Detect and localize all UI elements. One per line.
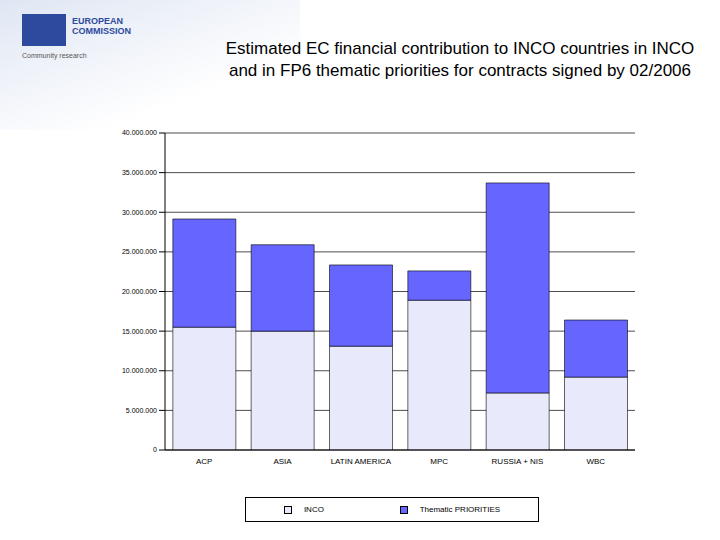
svg-text:5.000.000: 5.000.000 [126,407,157,414]
svg-text:15.000.000: 15.000.000 [122,328,157,335]
svg-text:RUSSIA + NIS: RUSSIA + NIS [492,457,544,466]
svg-text:30.000.000: 30.000.000 [122,209,157,216]
html-text:EUROPEAN COMMISSION: EUROPEAN COMMISSION [72,16,131,36]
svg-text:10.000.000: 10.000.000 [122,367,157,374]
html-text:Estimated EC financial contrib: Estimated EC financial contribution to I… [225,39,695,80]
svg-text:MPC: MPC [430,457,448,466]
html-text:Community research: Community research [22,52,87,59]
html-text:Thematic PRIORITIES: Thematic PRIORITIES [419,505,501,514]
svg-text:LATIN AMERICA: LATIN AMERICA [331,457,392,466]
svg-text:25.000.000: 25.000.000 [122,248,157,255]
svg-text:ASIA: ASIA [273,457,292,466]
svg-text:35.000.000: 35.000.000 [122,169,157,176]
svg-text:40.000.000: 40.000.000 [122,129,157,136]
svg-text:0: 0 [153,446,157,453]
svg-text:20.000.000: 20.000.000 [122,288,157,295]
svg-text:WBC: WBC [586,457,605,466]
svg-text:ACP: ACP [196,457,212,466]
html-text:INCO: INCO [303,505,324,514]
